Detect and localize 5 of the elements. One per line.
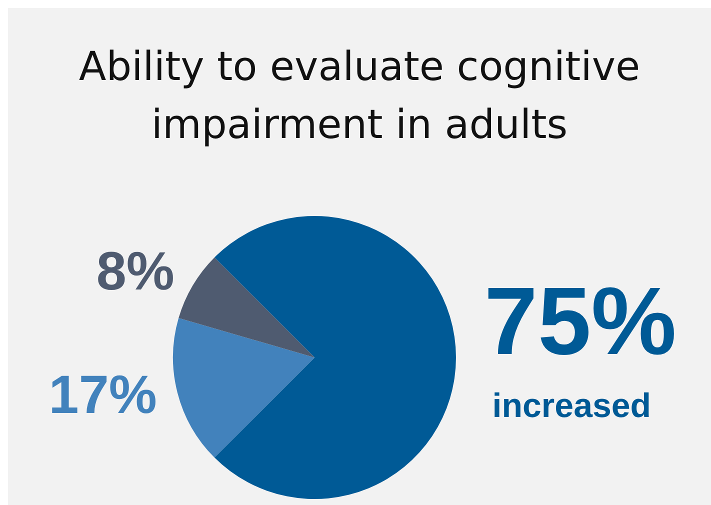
data-label: 17% bbox=[48, 364, 157, 425]
text: increased bbox=[492, 386, 652, 425]
data-label: 75% bbox=[484, 268, 676, 375]
data-label: 8% bbox=[96, 242, 174, 302]
chart-title: Ability to evaluate cognitive impairment in adults bbox=[78, 43, 642, 150]
